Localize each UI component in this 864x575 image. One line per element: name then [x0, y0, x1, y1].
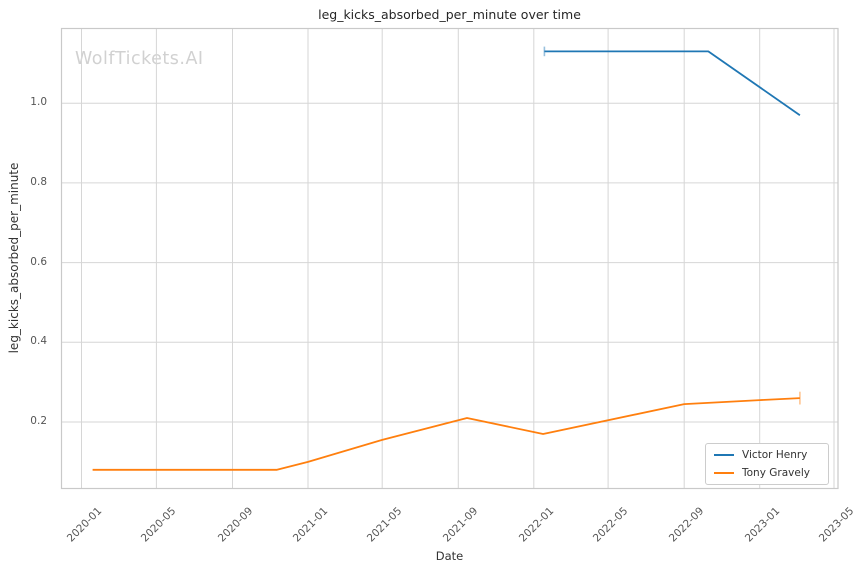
plot-spines [60, 27, 839, 490]
legend-label: Victor Henry [742, 449, 808, 461]
y-tick-label: 0.6 [30, 255, 47, 268]
y-tick-label: 0.4 [30, 335, 47, 348]
legend-item-victor-henry: Victor Henry [714, 446, 820, 464]
watermark: WolfTickets.AI [75, 49, 204, 69]
legend: Victor Henry Tony Gravely [705, 443, 829, 485]
series-line-tony-gravely [92, 397, 800, 471]
y-tick-label: 0.8 [30, 175, 47, 188]
x-axis-label: Date [435, 549, 464, 563]
legend-label: Tony Gravely [742, 467, 810, 479]
y-tick-label: 1.0 [30, 96, 47, 109]
legend-line-swatch [714, 472, 734, 474]
legend-item-tony-gravely: Tony Gravely [714, 464, 820, 482]
chart-title: leg_kicks_absorbed_per_minute over time [318, 7, 581, 22]
legend-line-swatch [714, 454, 734, 456]
series-line-victor-henry [544, 50, 801, 116]
y-tick-label: 0.2 [30, 415, 47, 427]
